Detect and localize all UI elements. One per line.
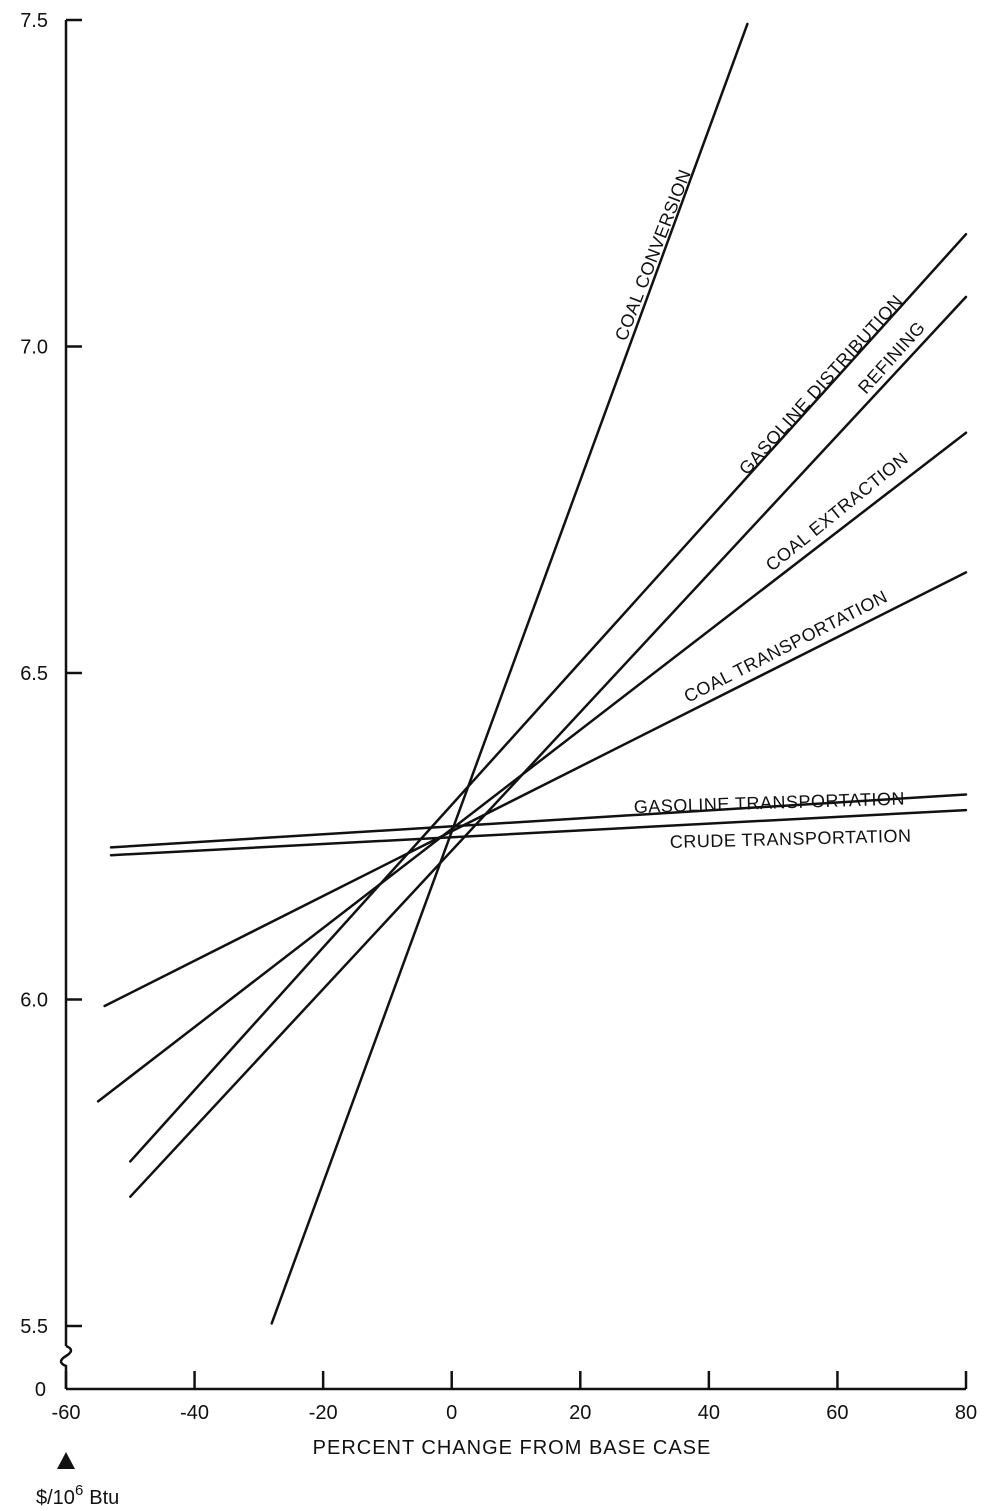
y-axis-unit-label: $/106 Btu [36, 1482, 119, 1509]
x-tick-label: 40 [698, 1402, 720, 1424]
x-tick-label: -20 [309, 1402, 338, 1424]
x-tick-label: -60 [52, 1402, 81, 1424]
y-tick-label: 7.0 [20, 337, 48, 359]
series-label-coal-transportation: COAL TRANSPORTATION [681, 586, 891, 706]
axes [59, 20, 966, 1391]
y-tick-label: 6.5 [20, 663, 48, 685]
series-label-gasoline-distribution: GASOLINE DISTRIBUTION [735, 291, 907, 479]
y-tick-label: 6.0 [20, 990, 48, 1012]
series-line-coal-transportation [103, 571, 968, 1008]
y-tick-label-zero: 0 [35, 1379, 46, 1401]
series-line-gasoline-distribution [129, 232, 968, 1163]
series-line-coal-conversion [270, 22, 749, 1325]
series-line-crude-transportation [109, 808, 968, 857]
series-line-refining [129, 295, 968, 1198]
x-tick-label: 60 [826, 1402, 848, 1424]
y-axis-break-mark [59, 1344, 73, 1389]
y-tick-label: 7.5 [20, 10, 48, 32]
x-ticks: -60 -40 -20 0 20 40 60 80 [52, 1371, 977, 1424]
y-ticks: 5.5 6.0 6.5 7.0 7.5 [20, 10, 82, 1338]
series-line-coal-extraction [96, 431, 968, 1103]
y-tick-label: 5.5 [20, 1316, 48, 1338]
x-tick-label: 0 [446, 1402, 457, 1424]
series-line-gasoline-transportation [109, 793, 968, 849]
series-label-crude-transportation: CRUDE TRANSPORTATION [670, 826, 912, 852]
triangle-up-icon [57, 1452, 75, 1469]
x-tick-label: 80 [955, 1402, 977, 1424]
series-label-coal-extraction: COAL EXTRACTION [762, 448, 912, 575]
x-tick-label: -40 [180, 1402, 209, 1424]
series-lines [96, 22, 968, 1325]
series-label-gasoline-transportation: GASOLINE TRANSPORTATION [633, 788, 905, 817]
series-label-coal-conversion: COAL CONVERSION [611, 166, 695, 343]
x-axis-title: PERCENT CHANGE FROM BASE CASE [313, 1437, 712, 1459]
y-unit-exponent: 6 [75, 1482, 83, 1499]
y-unit-suffix: Btu [89, 1487, 119, 1509]
y-unit-prefix: $/10 [36, 1487, 75, 1509]
x-tick-label: 20 [569, 1402, 591, 1424]
